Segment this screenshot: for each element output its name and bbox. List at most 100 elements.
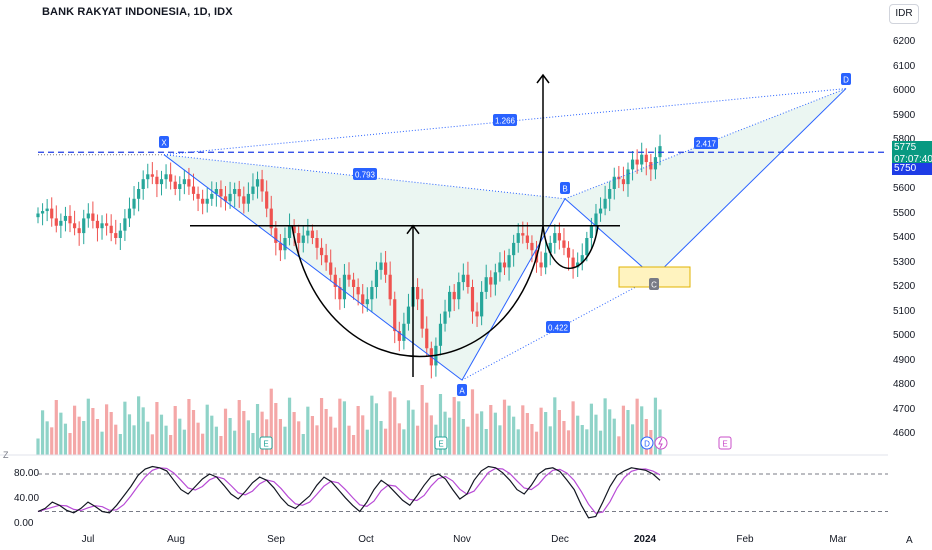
point-label-c[interactable]: C [649, 278, 659, 290]
candle [438, 313, 443, 356]
candle [507, 248, 511, 281]
volume-bar [228, 418, 232, 455]
event-marker[interactable]: E [259, 436, 273, 450]
price-tick-label: 4900 [893, 354, 916, 366]
stochastic-pane [37, 465, 888, 519]
volume-bar [457, 401, 461, 455]
pattern-leg[interactable] [564, 198, 655, 278]
volume-bar [255, 404, 260, 455]
pattern-leg[interactable] [653, 88, 847, 278]
volume-bar [557, 410, 561, 455]
candle [498, 252, 502, 282]
point-label-x[interactable]: X [159, 136, 169, 148]
price-tick-label: 6200 [893, 36, 916, 47]
handle-curve[interactable] [542, 225, 599, 269]
svg-text:D: D [644, 440, 650, 449]
volume-bar [470, 389, 475, 455]
candle [169, 162, 173, 190]
candle [287, 213, 292, 246]
svg-text:E: E [263, 440, 268, 449]
volume-bar [461, 419, 465, 455]
candle [443, 299, 447, 332]
candle [301, 225, 305, 253]
candle [205, 188, 209, 213]
price-tick-label: 5300 [893, 256, 916, 268]
volume-bar [438, 394, 443, 455]
candle [283, 227, 287, 260]
cup-depth-arrow[interactable] [406, 224, 420, 377]
ratio-label[interactable]: 0.422 [546, 321, 570, 333]
stoch-d-line [37, 467, 661, 514]
candle [406, 293, 411, 331]
candle [86, 203, 90, 228]
event-marker[interactable]: E [718, 436, 732, 450]
volume-bar [420, 385, 424, 455]
point-label-d[interactable]: D [841, 73, 851, 85]
candle [137, 181, 141, 212]
candle [493, 263, 497, 296]
candle [251, 173, 255, 201]
volume-bar [338, 398, 342, 455]
candle [489, 270, 493, 298]
stoch-tick-label: 40.00 [14, 493, 40, 504]
pattern-leg[interactable] [461, 198, 566, 381]
candle [100, 215, 104, 240]
split-event-icon[interactable] [654, 436, 668, 450]
volume-bar [594, 414, 598, 455]
last-price-value: 5775 [894, 142, 917, 153]
bcd-triangle [565, 88, 846, 278]
svg-text:B: B [562, 185, 567, 194]
price-tick-label: 4800 [893, 379, 916, 390]
time-tick-label: Jul [81, 534, 95, 545]
time-tick-label: Aug [167, 534, 185, 545]
point-label-b[interactable]: B [560, 182, 570, 194]
svg-text:E: E [722, 440, 727, 449]
candle [196, 186, 200, 212]
ratio-label[interactable]: 0.793 [353, 168, 377, 180]
volume-bar [182, 429, 186, 455]
currency-button[interactable]: IDR [889, 4, 919, 24]
volume-bar [516, 429, 520, 455]
candle [397, 321, 401, 352]
candle [242, 186, 246, 214]
auto-scale-button[interactable]: A [906, 535, 913, 546]
target-arrow[interactable] [536, 73, 550, 226]
candle [178, 176, 182, 201]
candle [516, 223, 520, 253]
volume-bar [150, 434, 154, 455]
point-label-a[interactable]: A [457, 384, 467, 396]
volume-bar [219, 436, 223, 455]
candle [260, 169, 264, 202]
volume-bar [626, 410, 630, 455]
candle [379, 252, 383, 280]
candle [562, 228, 566, 256]
volume-bar [141, 407, 145, 455]
volume-bar [608, 409, 612, 455]
event-marker[interactable]: D [640, 436, 654, 450]
candle [141, 170, 145, 200]
candle [351, 272, 356, 300]
volume-bar [397, 423, 401, 455]
volume-bar [205, 404, 209, 455]
ratio-label[interactable]: 2.417 [694, 137, 718, 149]
volume-bar [342, 401, 347, 455]
event-marker[interactable]: E [434, 436, 448, 450]
cup-curve[interactable] [291, 225, 544, 358]
candle [59, 213, 63, 238]
volume-bar [598, 430, 603, 455]
stoch-tick-label: 80.00 [14, 468, 40, 479]
time-tick-label: Sep [267, 534, 285, 545]
volume-bar [155, 402, 159, 455]
time-tick-label: 2024 [633, 534, 657, 545]
volume-bar [191, 410, 196, 455]
candle [91, 201, 95, 229]
ratio-label[interactable]: 1.266 [493, 114, 517, 126]
candle [77, 221, 81, 246]
candle [127, 197, 132, 227]
volume-bar [159, 414, 164, 455]
candle [219, 180, 223, 208]
candle [132, 186, 136, 216]
candle [557, 222, 561, 250]
price-tick-label: 4700 [893, 403, 916, 415]
